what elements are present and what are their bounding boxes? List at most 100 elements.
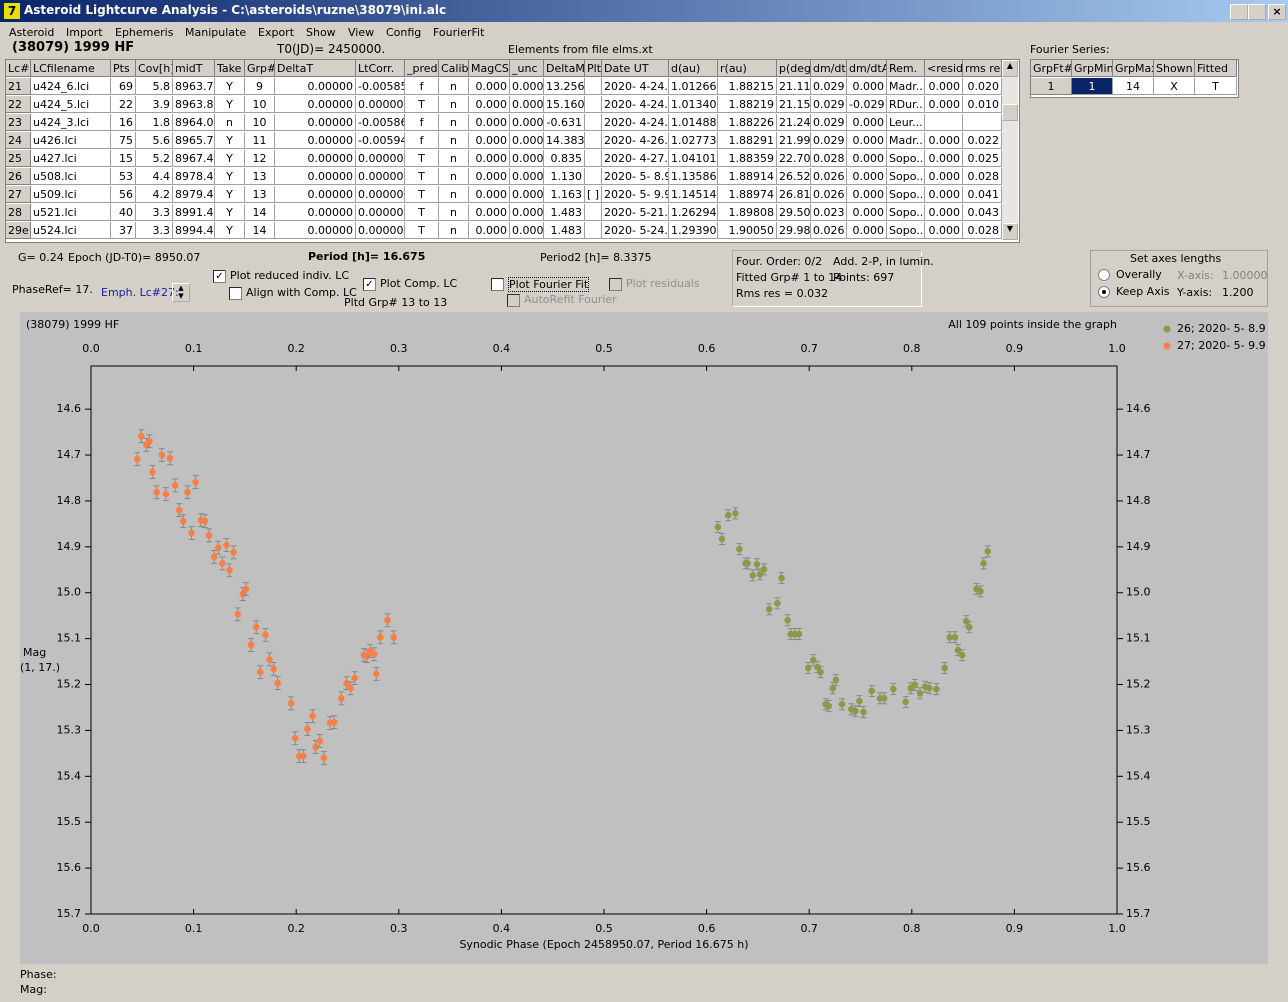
- table-cell[interactable]: 0.000: [469, 96, 510, 113]
- table-cell[interactable]: 15.160: [544, 96, 585, 113]
- table-cell[interactable]: 0.000: [469, 78, 510, 95]
- table-cell[interactable]: 0.00000: [356, 150, 405, 167]
- table-cell[interactable]: 0.023: [811, 204, 847, 221]
- table-cell[interactable]: 0.00000: [356, 204, 405, 221]
- table-cell[interactable]: 12: [245, 150, 275, 167]
- table-cell[interactable]: 37: [111, 222, 136, 239]
- row-header[interactable]: 23: [6, 114, 31, 131]
- column-header[interactable]: GrpMin: [1072, 60, 1113, 77]
- table-cell[interactable]: 15: [111, 150, 136, 167]
- table-cell[interactable]: 2020- 4-24.5: [602, 114, 669, 131]
- table-cell[interactable]: 40: [111, 204, 136, 221]
- table-cell[interactable]: 0.043: [963, 204, 1002, 221]
- table-cell[interactable]: 1.8: [136, 114, 173, 131]
- checkbox-label[interactable]: Plot Fourier Fit: [508, 277, 590, 292]
- table-cell[interactable]: 0.000: [469, 132, 510, 149]
- column-header[interactable]: Grp#: [245, 60, 275, 77]
- scrollbar[interactable]: ▲ ▼: [1002, 60, 1018, 240]
- table-cell[interactable]: 1: [1072, 78, 1113, 95]
- table-cell[interactable]: [585, 204, 602, 221]
- table-cell[interactable]: [585, 168, 602, 185]
- table-cell[interactable]: Y: [215, 132, 245, 149]
- table-cell[interactable]: 0.000: [510, 96, 544, 113]
- checkbox-label[interactable]: Plot reduced indiv. LC: [230, 269, 350, 282]
- table-cell[interactable]: n: [439, 96, 469, 113]
- table-cell[interactable]: Y: [215, 78, 245, 95]
- table-cell[interactable]: 0.000: [469, 186, 510, 203]
- menu-item[interactable]: View: [348, 26, 375, 39]
- column-header[interactable]: Shown: [1154, 60, 1195, 77]
- table-cell[interactable]: u524.lci: [31, 222, 111, 239]
- table-cell[interactable]: 1.88219: [718, 96, 777, 113]
- table-cell[interactable]: Y: [215, 222, 245, 239]
- column-header[interactable]: dm/dt: [811, 60, 847, 77]
- table-cell[interactable]: 1.13586: [669, 168, 718, 185]
- table-cell[interactable]: 14: [245, 204, 275, 221]
- table-cell[interactable]: 0.010: [963, 96, 1002, 113]
- table-cell[interactable]: 21.99: [777, 132, 811, 149]
- table-cell[interactable]: [585, 150, 602, 167]
- column-header[interactable]: <resid>: [925, 60, 963, 77]
- table-cell[interactable]: 0.000: [510, 78, 544, 95]
- table-cell[interactable]: 0.000: [925, 168, 963, 185]
- table-cell[interactable]: Sopo...: [887, 204, 925, 221]
- close-button[interactable]: ×: [1268, 4, 1286, 20]
- column-header[interactable]: _unc: [510, 60, 544, 77]
- menu-item[interactable]: Import: [66, 26, 103, 39]
- table-cell[interactable]: n: [439, 150, 469, 167]
- table-cell[interactable]: 0.000: [847, 78, 887, 95]
- table-cell[interactable]: 0.000: [847, 168, 887, 185]
- table-cell[interactable]: 0.00000: [356, 186, 405, 203]
- table-cell[interactable]: Y: [215, 204, 245, 221]
- column-header[interactable]: LtCorr.: [356, 60, 405, 77]
- table-cell[interactable]: T: [405, 222, 439, 239]
- table-cell[interactable]: 1.29390: [669, 222, 718, 239]
- table-cell[interactable]: u424_5.lci: [31, 96, 111, 113]
- table-cell[interactable]: 0.00000: [356, 96, 405, 113]
- table-cell[interactable]: 0.835: [544, 150, 585, 167]
- table-cell[interactable]: n: [215, 114, 245, 131]
- row-header[interactable]: 22: [6, 96, 31, 113]
- table-cell[interactable]: 0.022: [963, 132, 1002, 149]
- table-cell[interactable]: 0.000: [510, 186, 544, 203]
- table-cell[interactable]: 3.9: [136, 96, 173, 113]
- table-cell[interactable]: 1.88215: [718, 78, 777, 95]
- table-cell[interactable]: n: [439, 78, 469, 95]
- table-cell[interactable]: n: [439, 204, 469, 221]
- table-cell[interactable]: 1.04101: [669, 150, 718, 167]
- menu-item[interactable]: FourierFit: [433, 26, 485, 39]
- table-cell[interactable]: 2020- 5- 8.9: [602, 168, 669, 185]
- table-cell[interactable]: 0.000: [925, 78, 963, 95]
- table-cell[interactable]: 1.90050: [718, 222, 777, 239]
- table-cell[interactable]: 21.15: [777, 96, 811, 113]
- column-header[interactable]: Date UT: [602, 60, 669, 77]
- table-cell[interactable]: 21.24: [777, 114, 811, 131]
- table-cell[interactable]: 5.2: [136, 150, 173, 167]
- checkbox[interactable]: [229, 287, 242, 300]
- table-cell[interactable]: 69: [111, 78, 136, 95]
- table-cell[interactable]: RDur...: [887, 96, 925, 113]
- radio-label[interactable]: Keep Axis: [1116, 285, 1170, 298]
- table-cell[interactable]: T: [405, 168, 439, 185]
- table-cell[interactable]: 8964.0: [173, 114, 215, 131]
- table-cell[interactable]: Sopo...: [887, 222, 925, 239]
- column-header[interactable]: Lc#: [6, 60, 31, 77]
- table-cell[interactable]: 0.000: [847, 114, 887, 131]
- table-cell[interactable]: 0.00000: [275, 96, 356, 113]
- column-header[interactable]: Fitted: [1195, 60, 1237, 77]
- table-cell[interactable]: 8978.4: [173, 168, 215, 185]
- table-cell[interactable]: -0.631: [544, 114, 585, 131]
- table-cell[interactable]: n: [439, 114, 469, 131]
- row-header[interactable]: 28: [6, 204, 31, 221]
- table-cell[interactable]: 2020- 4-26.2: [602, 132, 669, 149]
- table-cell[interactable]: 0.000: [510, 222, 544, 239]
- column-header[interactable]: d(au): [669, 60, 718, 77]
- table-cell[interactable]: 0.028: [963, 222, 1002, 239]
- table-cell[interactable]: 0.029: [811, 78, 847, 95]
- table-cell[interactable]: T: [405, 204, 439, 221]
- table-cell[interactable]: 0.00000: [275, 132, 356, 149]
- table-cell[interactable]: 0.041: [963, 186, 1002, 203]
- checkbox[interactable]: ✓: [363, 278, 376, 291]
- table-cell[interactable]: 0.020: [963, 78, 1002, 95]
- table-cell[interactable]: u424_6.lci: [31, 78, 111, 95]
